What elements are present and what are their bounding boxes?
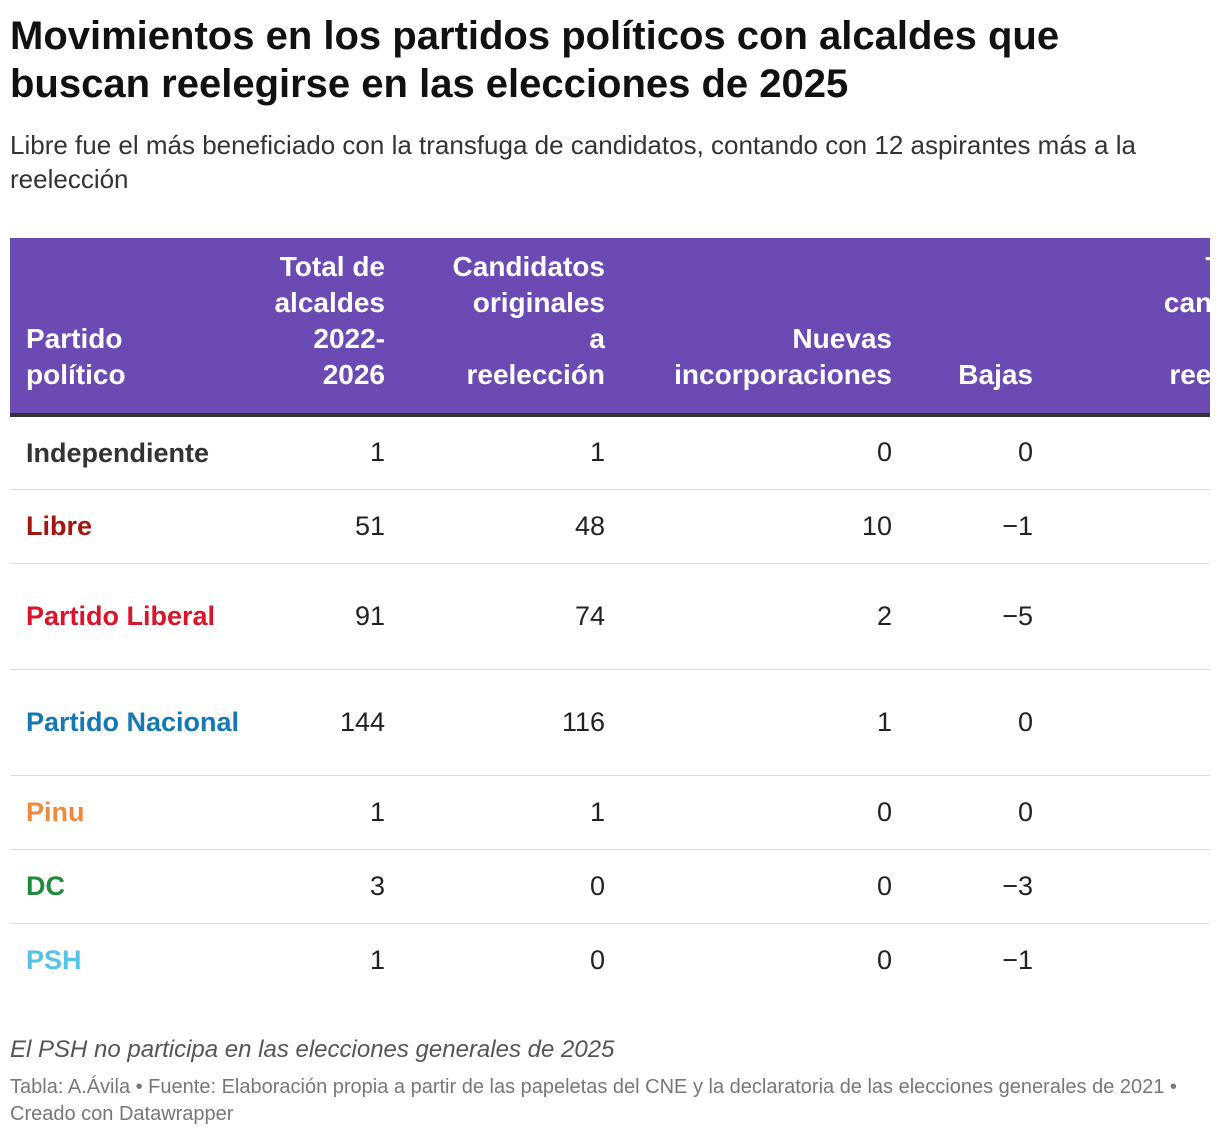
table-row: DC 3 0 0 −3	[10, 849, 1210, 924]
table-header-row: Partido político Total de alcaldes 2022-…	[10, 238, 1210, 417]
nuevas-incorporaciones-cell: 1	[605, 669, 892, 776]
header-line: 2022-	[313, 323, 385, 354]
chart-title: Movimientos en los partidos políticos co…	[10, 14, 1060, 106]
total-alcaldes-cell: 91	[250, 563, 385, 670]
table-container[interactable]: Partido político Total de alcaldes 2022-…	[10, 238, 1210, 1000]
header-line: Partido	[26, 323, 123, 354]
table-row: Partido Liberal 91 74 2 −5	[10, 563, 1210, 670]
nuevas-incorporaciones-cell: 0	[605, 415, 892, 490]
header-line: Bajas	[958, 359, 1033, 390]
bajas-cell: −1	[1002, 944, 1033, 975]
header-candidatos-originales[interactable]: Candidatos originales a reelección	[385, 238, 605, 417]
candidatos-originales-cell: 1	[385, 415, 605, 490]
table-note: El PSH no participa en las elecciones ge…	[10, 1036, 615, 1063]
candidatos-originales-cell: 0	[385, 849, 605, 924]
party-cell: Partido Liberal	[10, 563, 250, 670]
candidatos-originales-cell: 1	[385, 775, 605, 850]
bajas-cell: −1	[892, 489, 1033, 564]
bajas-cell: −3	[892, 849, 1033, 924]
table-credits: Tabla: A.Ávila • Fuente: Elaboración pro…	[10, 1076, 1177, 1125]
table-row: Independiente 1 1 0 0	[10, 415, 1210, 490]
candidatos-originales-cell: 0	[589, 944, 605, 975]
total-alcaldes-cell: 144	[250, 669, 385, 776]
header-line: incorporaciones	[674, 359, 892, 390]
chart-subtitle: Libre fue el más beneficiado con la tran…	[10, 130, 1136, 194]
total-candidatos-cell	[1033, 849, 1210, 924]
candidatos-originales-cell: 116	[385, 669, 605, 776]
header-line: Total de	[279, 251, 385, 282]
header-bajas[interactable]: Bajas	[892, 238, 1033, 417]
nuevas-incorporaciones-cell: 0	[605, 775, 892, 850]
bajas-cell: 0	[892, 415, 1033, 490]
party-cell: Pinu	[10, 775, 250, 850]
nuevas-incorporaciones-cell: 0	[876, 944, 892, 975]
header-line: reelecci	[1169, 359, 1210, 390]
candidatos-originales-cell: 48	[385, 489, 605, 564]
header-line: originales	[472, 287, 605, 318]
header-line: a	[589, 323, 605, 354]
table-row: Libre 51 48 10 −1	[10, 489, 1210, 564]
header-total-candidatos[interactable]: To candidat reelecci	[1033, 238, 1210, 417]
header-total-alcaldes[interactable]: Total de alcaldes 2022- 2026	[250, 238, 385, 417]
header-partido-politico[interactable]: Partido político	[10, 238, 250, 417]
data-table: Partido político Total de alcaldes 2022-…	[10, 238, 1210, 997]
party-cell: PSH	[26, 945, 82, 976]
party-cell: Independiente	[10, 415, 250, 490]
party-cell: DC	[10, 849, 250, 924]
total-alcaldes-cell: 3	[250, 849, 385, 924]
total-candidatos-cell	[1033, 489, 1210, 564]
total-candidatos-cell	[1033, 563, 1210, 670]
party-cell: Libre	[10, 489, 250, 564]
total-candidatos-cell	[1033, 415, 1210, 490]
total-candidatos-cell	[1033, 775, 1210, 850]
header-line: alcaldes	[274, 287, 385, 318]
bajas-cell: 0	[892, 775, 1033, 850]
header-line: 2026	[322, 359, 385, 390]
header-line: candidat	[1163, 287, 1210, 318]
header-nuevas-incorporaciones[interactable]: Nuevas incorporaciones	[605, 238, 892, 417]
table-row: PSH 1 0 0 −1	[10, 923, 1210, 997]
total-alcaldes-cell: 1	[250, 775, 385, 850]
total-alcaldes-cell: 1	[369, 944, 385, 975]
table-row: Pinu 1 1 0 0	[10, 775, 1210, 850]
bajas-cell: 0	[892, 669, 1033, 776]
nuevas-incorporaciones-cell: 10	[605, 489, 892, 564]
table-row: Partido Nacional 144 116 1 0 1	[10, 669, 1210, 776]
header-line: político	[26, 359, 126, 390]
total-alcaldes-cell: 51	[250, 489, 385, 564]
nuevas-incorporaciones-cell: 2	[605, 563, 892, 670]
header-line: reelección	[466, 359, 605, 390]
candidatos-originales-cell: 74	[385, 563, 605, 670]
nuevas-incorporaciones-cell: 0	[605, 849, 892, 924]
header-line: Nuevas	[792, 323, 892, 354]
bajas-cell: −5	[892, 563, 1033, 670]
total-alcaldes-cell: 1	[250, 415, 385, 490]
header-line: To	[1205, 251, 1210, 282]
party-cell: Partido Nacional	[10, 669, 250, 776]
total-candidatos-cell: 1	[1033, 669, 1210, 776]
header-line: Candidatos	[452, 251, 605, 282]
total-candidatos-cell	[1033, 923, 1210, 997]
